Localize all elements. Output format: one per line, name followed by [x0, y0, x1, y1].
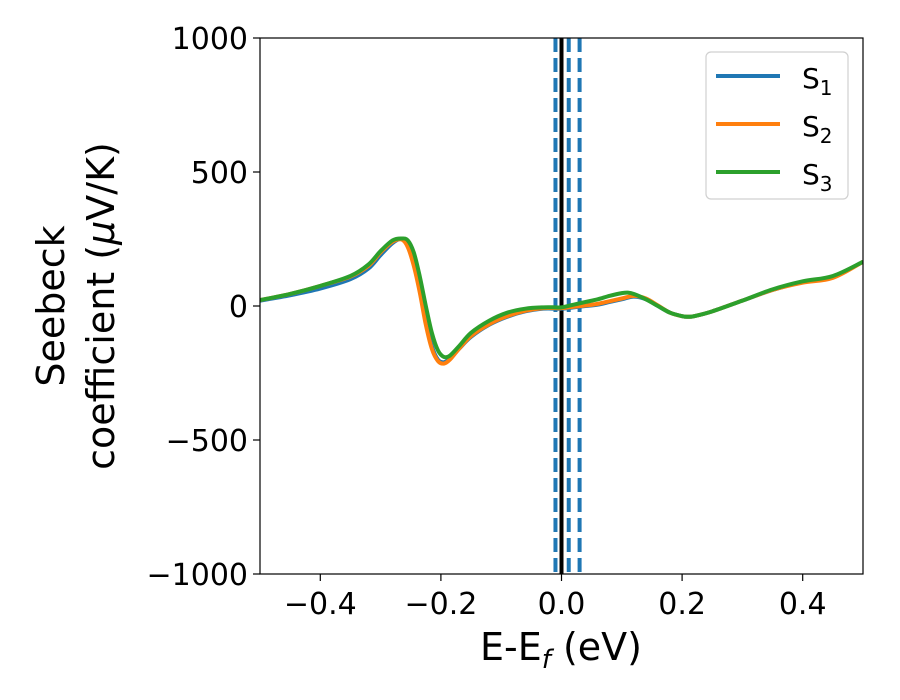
y-tick-label: 1000: [172, 22, 248, 57]
x-tick-label: −0.4: [284, 587, 357, 622]
y-tick-label: 500: [191, 156, 248, 191]
y-axis-label-line2: coefficient (μV/K): [79, 142, 123, 470]
x-tick-label: −0.2: [404, 587, 477, 622]
legend-label-s1: S1: [802, 62, 833, 100]
x-tick-label: 0.4: [779, 587, 827, 622]
x-tick-label: 0.0: [538, 587, 586, 622]
legend-label-s3: S3: [802, 158, 833, 196]
y-tick-label: −500: [166, 424, 248, 459]
series-lines: [260, 236, 863, 366]
x-tick-label: 0.2: [658, 587, 706, 622]
series-line-s3: [260, 236, 863, 360]
legend-label-s2: S2: [802, 110, 833, 148]
legend: S1 S2 S3: [705, 51, 849, 200]
y-axis-label: Seebeck coefficient (μV/K): [29, 142, 123, 470]
y-axis-label-line1: Seebeck: [29, 225, 73, 386]
y-tick-label: −1000: [147, 558, 248, 593]
x-axis-ticks: −0.4 −0.2 0.0 0.2 0.4: [284, 574, 827, 622]
x-axis-label: E-Ef (eV): [480, 625, 642, 675]
y-axis-ticks: 1000 500 0 −500 −1000: [147, 22, 260, 593]
y-tick-label: 0: [229, 290, 248, 325]
